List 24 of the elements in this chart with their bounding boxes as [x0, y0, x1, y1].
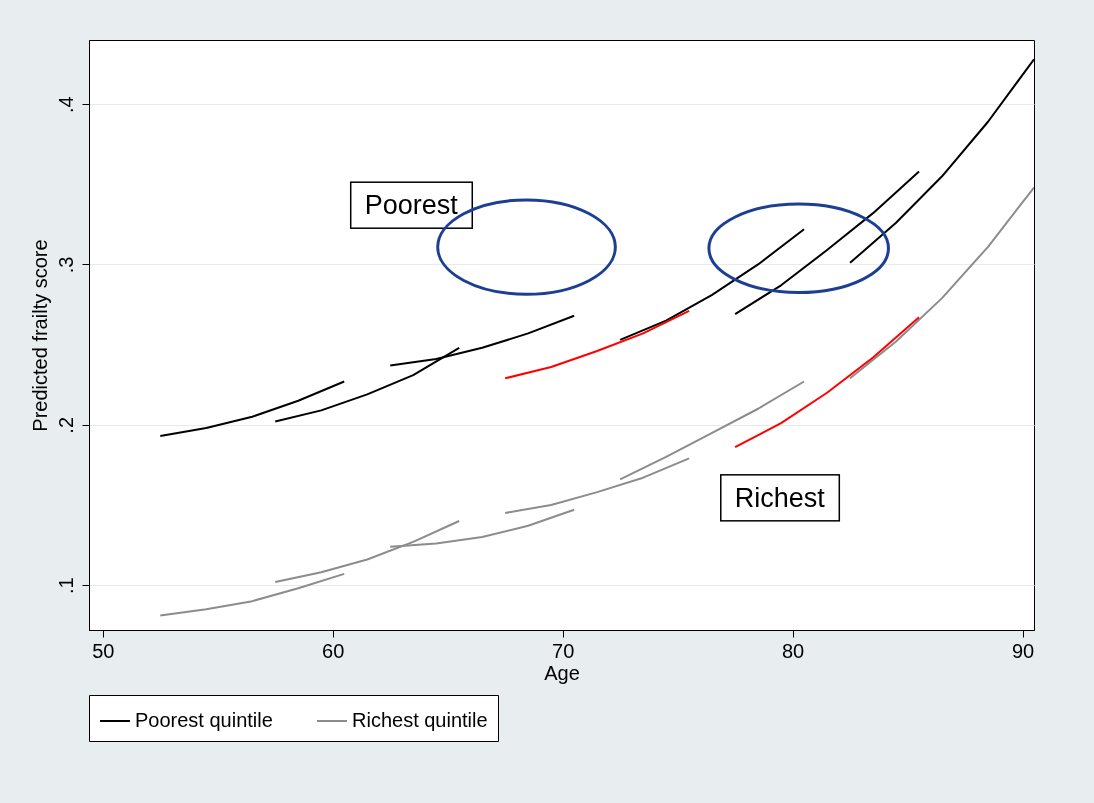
annotation: Richest	[734, 482, 826, 513]
y-tick-label: .4	[54, 96, 77, 113]
x-axis-title: Age	[544, 661, 580, 684]
x-tick-label: 60	[322, 639, 345, 662]
line-series	[619, 228, 806, 341]
annotation: Poorest	[364, 190, 459, 221]
y-axis-title: Predicted frailty score	[28, 239, 51, 432]
line-series	[734, 170, 921, 316]
legend-label: Poorest quintile	[135, 709, 273, 731]
line-series	[159, 380, 346, 438]
x-tick-label: 90	[1011, 639, 1035, 662]
line-series	[159, 572, 346, 617]
legend-label: Richest quintile	[352, 709, 488, 731]
x-tick-label: 80	[781, 639, 805, 662]
y-tick-label: .3	[54, 256, 77, 274]
x-tick-label: 50	[92, 639, 115, 662]
x-tick-label: 70	[552, 639, 575, 662]
line-series	[619, 380, 806, 481]
line-series	[504, 309, 691, 380]
line-series	[849, 186, 1034, 380]
line-series	[504, 457, 691, 514]
y-tick-label: .1	[54, 577, 77, 594]
line-series	[734, 316, 921, 449]
y-tick-label: .2	[54, 416, 77, 434]
